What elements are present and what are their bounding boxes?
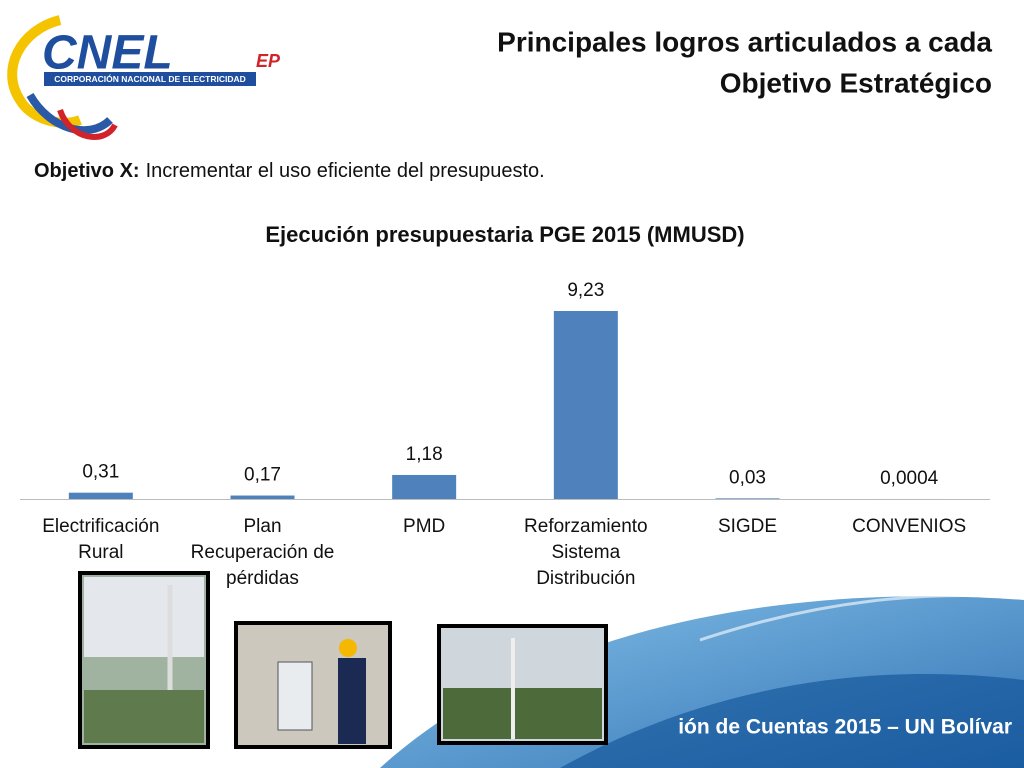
photo bbox=[78, 571, 210, 749]
bar bbox=[230, 495, 295, 499]
objective: Objetivo X: Incrementar el uso eficiente … bbox=[34, 160, 545, 182]
logo-bar bbox=[44, 72, 256, 86]
objective-text: Incrementar el uso eficiente del presupu… bbox=[146, 160, 545, 182]
x-tick-label: CONVENIOS bbox=[852, 516, 967, 537]
logo-arc bbox=[57, 108, 118, 140]
value-label: 0,17 bbox=[244, 465, 281, 486]
logo-name: CNEL bbox=[42, 27, 173, 80]
value-label: 1,18 bbox=[406, 444, 443, 465]
bar bbox=[553, 311, 618, 499]
x-tick-label: SIGDE bbox=[717, 516, 778, 537]
value-label: 0,31 bbox=[82, 462, 119, 483]
value-label: 0,03 bbox=[729, 467, 766, 488]
chart-title: Ejecución presupuestaria PGE 2015 (MMUSD… bbox=[265, 222, 744, 247]
value-label: 9,23 bbox=[567, 280, 604, 301]
photo bbox=[234, 621, 392, 749]
x-tick-label: Electrificación Rural bbox=[42, 516, 160, 563]
bar bbox=[68, 492, 133, 499]
background-swirl bbox=[699, 593, 1024, 642]
logo-suffix: EP bbox=[256, 51, 281, 71]
photo bbox=[437, 624, 608, 745]
bar bbox=[392, 474, 457, 499]
slide-title: Objetivo Estratégico bbox=[720, 67, 992, 98]
bar bbox=[715, 498, 780, 499]
objective-label: Objetivo X: bbox=[34, 160, 140, 182]
background-swirl bbox=[560, 673, 1024, 768]
logo-subtitle: CORPORACIÓN NACIONAL DE ELECTRICIDAD bbox=[54, 73, 246, 84]
x-tick-label: Plan Recuperación de pérdidas bbox=[190, 516, 335, 589]
slide-title: Principales logros articulados a cada bbox=[497, 26, 992, 57]
footer: ión de Cuentas 2015 – UN Bolívar bbox=[678, 716, 1012, 739]
x-tick-label: PMD bbox=[403, 516, 446, 537]
value-label: 0,0004 bbox=[880, 468, 939, 489]
x-tick-label: Reforzamiento Sistema Distribución bbox=[524, 516, 648, 589]
